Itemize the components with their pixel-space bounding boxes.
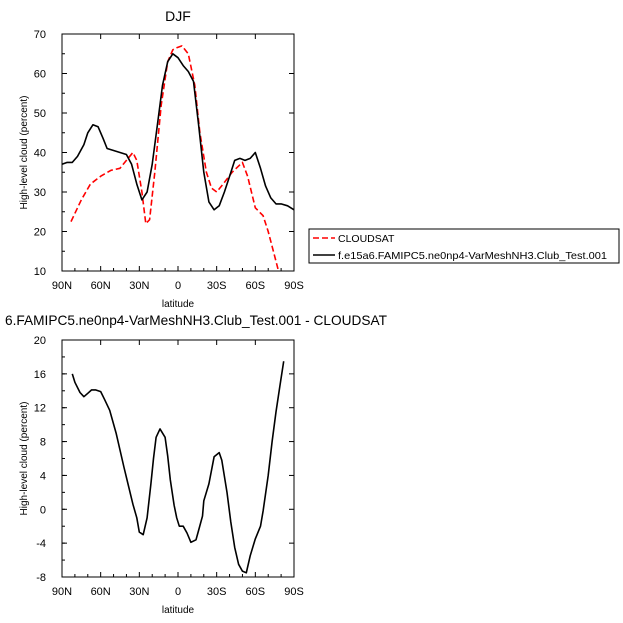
bottom-y-tick-label: -8 [36,572,46,584]
top-plot-frame [61,33,295,272]
top-y-tick-label: 20 [34,227,46,239]
bottom-x-tick-label: 0 [175,586,181,598]
top-y-tick-label: 50 [34,108,46,120]
bottom-y-tick-label: 12 [34,403,46,415]
bottom-y-tick-label: 20 [34,335,46,347]
legend: CLOUDSAT f.e15a6.FAMIPC5.ne0np4-VarMeshN… [308,228,620,264]
bottom-plot-frame [61,339,295,578]
bottom-x-tick-label: 30N [129,586,149,598]
bottom-y-tick-label: 8 [40,437,46,449]
top-x-tick-label: 30N [129,280,149,292]
top-y-tick-label: 40 [34,148,46,160]
bottom-y-tick-label: 16 [34,369,46,381]
bottom-y-tick-label: -4 [36,538,46,550]
bottom-x-tick-label: 60S [246,586,266,598]
top-x-tick-label: 30S [207,280,227,292]
bottom-panel: 6.FAMIPC5.ne0np4-VarMeshNH3.Club_Test.00… [5,312,387,616]
top-axes: 90N 60N 30N 0 30S 60S 90S 10 20 30 40 50 60 70 [34,29,304,292]
top-y-axis-label: High-level cloud (percent) [19,96,30,210]
bottom-x-tick-label: 60N [91,586,111,598]
top-x-tick-label: 0 [175,280,181,292]
top-y-tick-label: 70 [34,29,46,41]
top-series-line-f-e15a6-famipc5-ne0np4-varmeshnh3-club-test-001 [61,52,295,211]
bottom-axes: 90N 60N 30N 0 30S 60S 90S -8 -4 0 4 8 12 16 20 [34,335,304,598]
top-x-tick-label: 90N [52,280,72,292]
bottom-x-tick-label: 90S [284,586,304,598]
legend-label-cloudsat: CLOUDSAT [338,233,395,245]
top-x-tick-label: 60S [246,280,266,292]
legend-box [308,228,620,264]
bottom-x-tick-label: 30S [207,586,227,598]
bottom-chart-title: 6.FAMIPC5.ne0np4-VarMeshNH3.Club_Test.00… [5,312,387,328]
top-y-tick-label: 60 [34,69,46,81]
top-y-tick-label: 10 [34,266,46,278]
bottom-y-axis-label: High-level cloud (percent) [19,402,30,516]
top-x-axis-label: latitude [162,299,195,310]
legend-label-model: f.e15a6.FAMIPC5.ne0np4-VarMeshNH3.Club_T… [338,250,607,262]
top-x-tick-label: 60N [91,280,111,292]
bottom-x-axis-label: latitude [162,605,195,616]
top-chart-title: DJF [165,8,191,24]
top-y-tick-label: 30 [34,187,46,199]
bottom-series-layer [71,361,285,574]
top-panel: DJF 90N 60N 30N 0 30S 60S 90S 10 20 30 40 50 60 70 la… [19,8,304,310]
bottom-x-tick-label: 90N [52,586,72,598]
top-series-line-cloudsat [70,45,280,272]
bottom-series-line-difference [71,361,285,574]
top-series-layer [61,45,295,272]
bottom-y-tick-label: 4 [40,470,46,482]
top-x-tick-label: 90S [284,280,304,292]
bottom-y-tick-label: 0 [40,504,46,516]
